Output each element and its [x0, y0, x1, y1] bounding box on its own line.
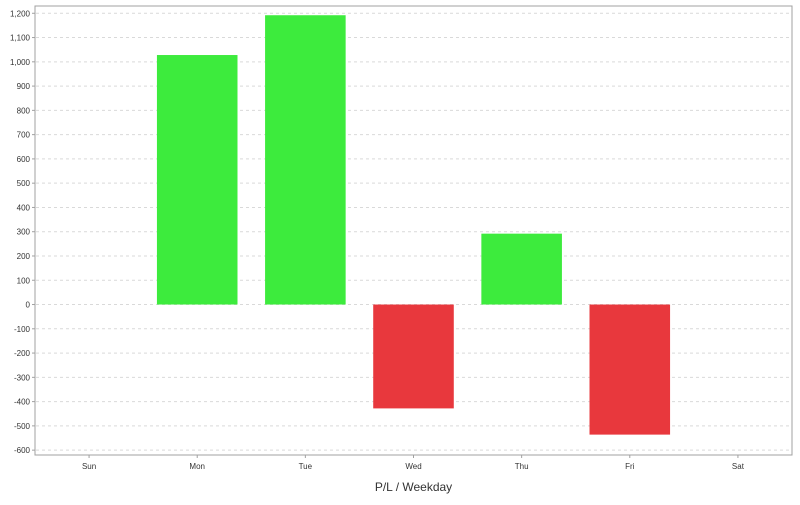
y-tick-label: 1,200	[10, 9, 31, 18]
y-tick-label: 1,000	[10, 58, 31, 67]
x-tick-label: Sat	[732, 462, 745, 471]
y-tick-label: 1,100	[10, 34, 31, 43]
x-tick-label: Tue	[299, 462, 313, 471]
y-tick-label: -100	[14, 325, 31, 334]
bar-tue	[265, 15, 346, 305]
y-tick-label: -600	[14, 446, 31, 455]
x-tick-label: Wed	[405, 462, 421, 471]
y-tick-label: 600	[17, 155, 31, 164]
y-tick-label: -200	[14, 349, 31, 358]
y-axis-ticks: -600 -500 -400 -300 -200 -100 0 100 200 300 400 500…	[10, 9, 35, 455]
x-tick-label: Thu	[515, 462, 529, 471]
x-tick-label: Mon	[189, 462, 205, 471]
y-tick-label: 500	[17, 179, 31, 188]
y-tick-label: 700	[17, 131, 31, 140]
y-tick-label: 200	[17, 252, 31, 261]
y-tick-label: 400	[17, 203, 31, 212]
y-tick-label: 900	[17, 82, 31, 91]
y-tick-label: -500	[14, 422, 31, 431]
bar-wed	[373, 304, 454, 409]
y-tick-label: -300	[14, 373, 31, 382]
x-tick-label: Fri	[625, 462, 635, 471]
y-tick-label: 0	[26, 301, 31, 310]
y-tick-label: -400	[14, 398, 31, 407]
x-tick-label: Sun	[82, 462, 96, 471]
y-tick-label: 300	[17, 228, 31, 237]
x-axis-ticks: Sun Mon Tue Wed Thu Fri Sat	[82, 455, 745, 471]
bar-thu	[481, 233, 562, 305]
bar-fri	[589, 304, 671, 435]
x-axis-title: P/L / Weekday	[375, 480, 452, 494]
bars	[156, 15, 671, 435]
bar-mon	[156, 55, 238, 305]
y-tick-label: 800	[17, 106, 31, 115]
y-tick-label: 100	[17, 276, 31, 285]
